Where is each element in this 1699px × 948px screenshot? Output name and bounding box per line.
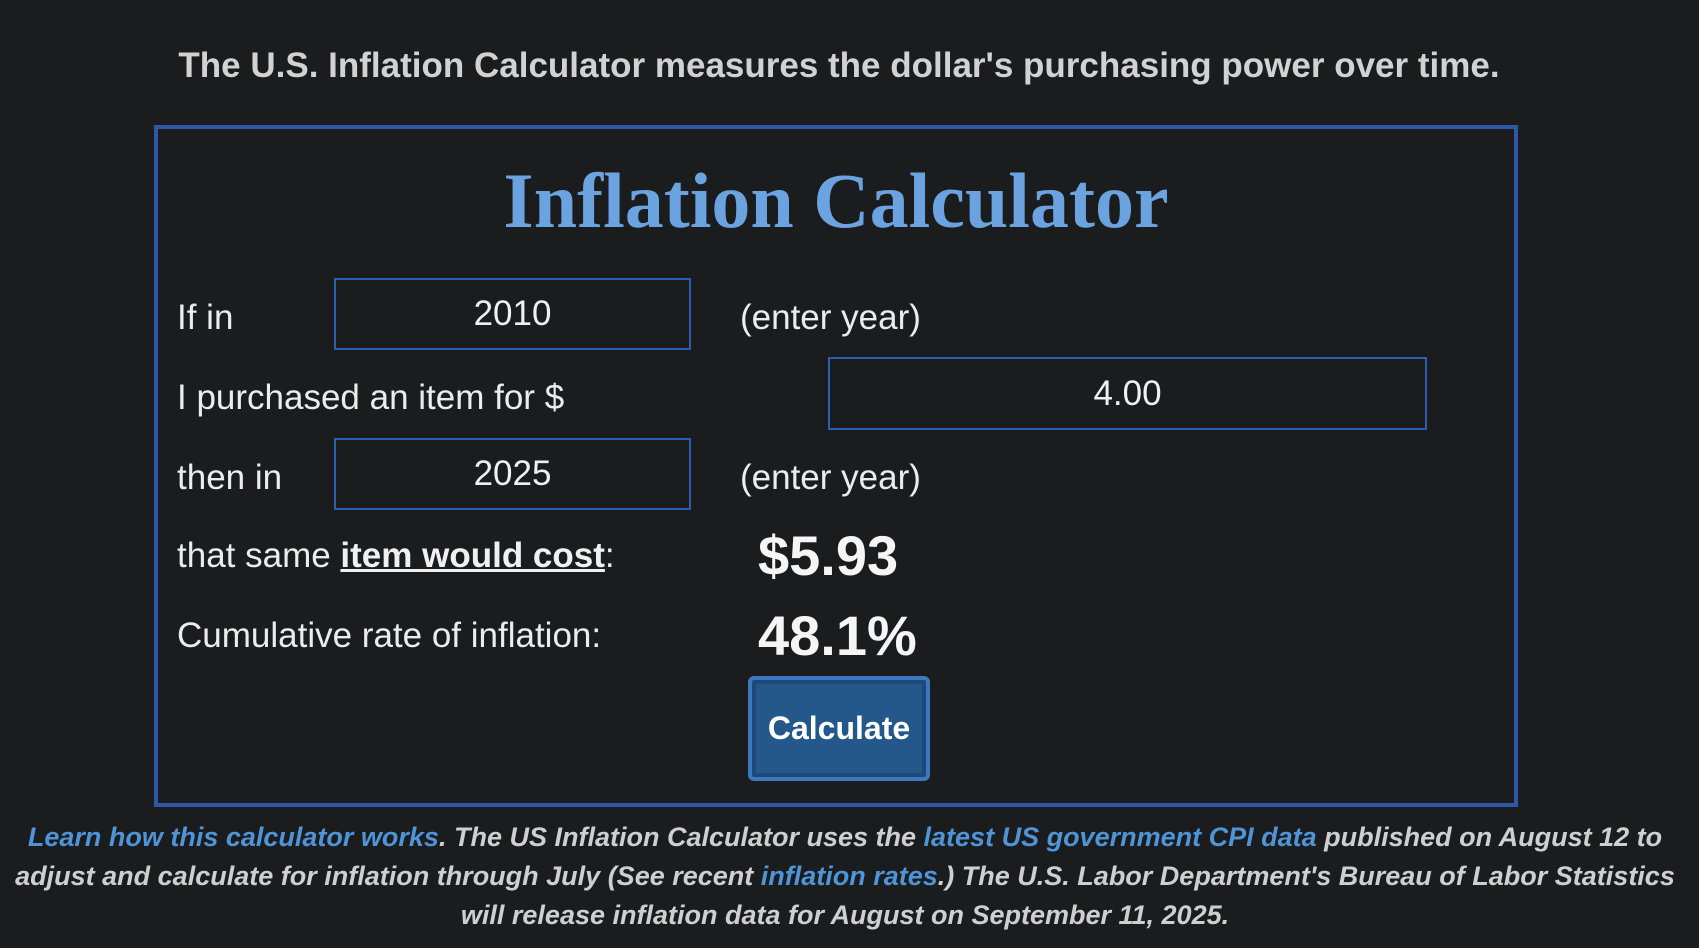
item-would-cost-link[interactable]: item would cost [340, 536, 605, 575]
item-cost-label-suffix: : [604, 536, 615, 575]
footnote-text-2: published on August 12 to adjust and cal… [15, 822, 1663, 891]
inflation-rates-link[interactable]: inflation rates [760, 861, 938, 891]
start-year-label: If in [177, 298, 234, 337]
calculator-panel [154, 125, 1518, 807]
learn-how-link[interactable]: Learn how this calculator works [27, 822, 439, 852]
end-year-input[interactable] [334, 438, 691, 510]
item-cost-label-prefix: that same [177, 536, 341, 575]
start-year-input[interactable] [334, 278, 691, 350]
footnote-text-1: . The US Inflation Calculator uses the [438, 822, 924, 852]
calculate-button[interactable]: Calculate [748, 676, 930, 781]
cpi-data-link[interactable]: latest US government CPI data [923, 822, 1317, 852]
item-cost-result: $5.93 [758, 524, 899, 587]
end-year-label: then in [177, 458, 283, 497]
inflation-rate-result: 48.1% [758, 604, 917, 667]
amount-label: I purchased an item for $ [177, 378, 565, 417]
page-tagline: The U.S. Inflation Calculator measures t… [178, 46, 1500, 85]
amount-input[interactable] [828, 357, 1427, 430]
start-year-hint: (enter year) [740, 298, 921, 337]
inflation-rate-label: Cumulative rate of inflation: [177, 616, 602, 655]
item-cost-label: that same item would cost: [177, 538, 615, 573]
calculator-title: Inflation Calculator [503, 157, 1169, 244]
end-year-hint: (enter year) [740, 458, 921, 497]
footnote: Learn how this calculator works. The US … [0, 818, 1690, 935]
footnote-text-3: .) The U.S. Labor Department's Bureau of… [460, 861, 1675, 930]
